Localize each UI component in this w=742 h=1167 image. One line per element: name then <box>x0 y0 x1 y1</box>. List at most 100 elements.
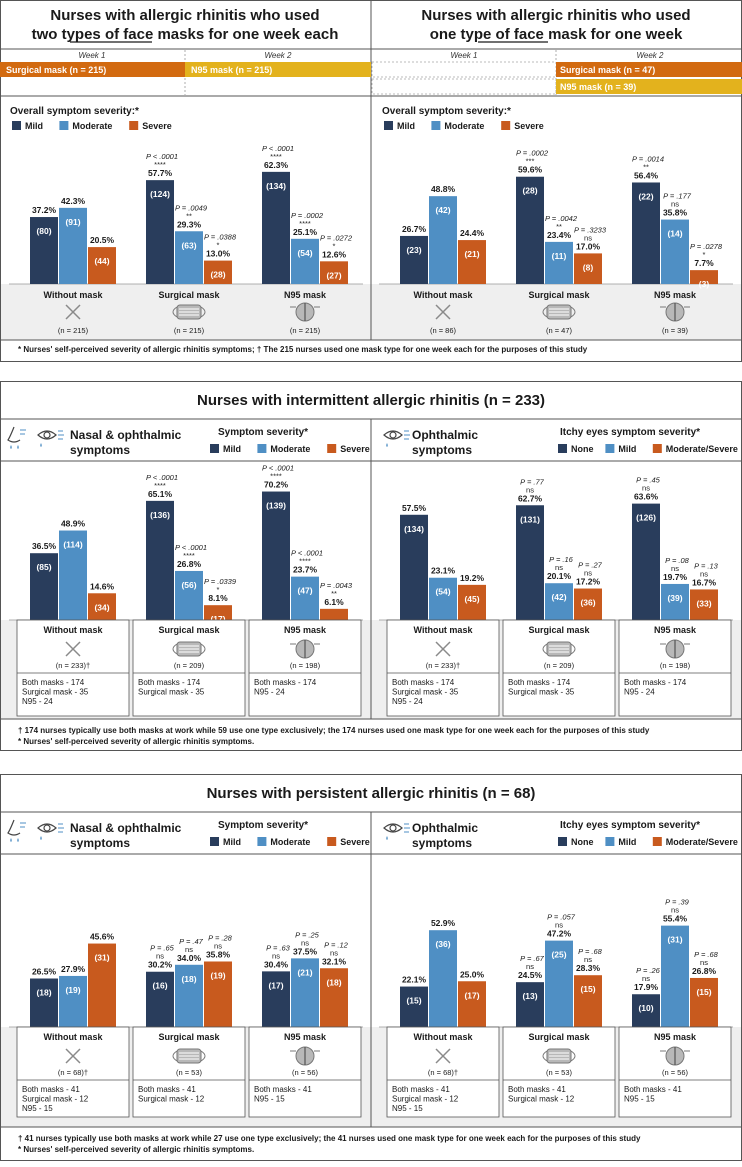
mask-strap <box>200 643 206 655</box>
n95-mask-icon <box>290 1046 320 1066</box>
nose-outline <box>7 819 21 836</box>
bar-count-label: (42) <box>435 205 450 215</box>
eye-icon <box>383 823 410 840</box>
category-n: (n = 86) <box>430 326 457 335</box>
p-value-label: P < .0001 <box>262 144 294 153</box>
sample-breakdown-note: Surgical mask - 35 <box>508 688 575 697</box>
significance-label: ns <box>214 941 222 950</box>
bar-moderate-severe <box>574 975 602 1027</box>
sample-breakdown-note: Both masks - 174 <box>22 678 85 687</box>
week1-label: Week 1 <box>451 51 478 60</box>
legend-label: Mild <box>397 121 415 131</box>
category-n: (n = 209) <box>544 661 575 670</box>
bar-severe <box>690 270 718 284</box>
legend-swatch-moderate <box>257 444 267 453</box>
p-value-label: P < .0001 <box>262 464 294 473</box>
bar-count-label: (54) <box>297 248 312 258</box>
section2-title: Nurses with intermittent allergic rhinit… <box>197 392 545 409</box>
week-bar-label: N95 mask (n = 39) <box>560 82 636 92</box>
bar-count-label: (139) <box>266 501 286 511</box>
bar-count-label: (63) <box>181 240 196 250</box>
sample-breakdown-note: Surgical mask - 35 <box>392 688 459 697</box>
eye-iris <box>389 431 397 439</box>
p-value-label: P = .0339 <box>204 577 237 586</box>
sample-breakdown-note: Surgical mask - 12 <box>22 1095 89 1104</box>
bar-value-label: 34.0% <box>177 953 202 963</box>
significance-label: ns <box>156 952 164 961</box>
significance-label: ** <box>643 162 649 171</box>
bar-value-label: 37.2% <box>32 205 57 215</box>
bar-value-label: 37.5% <box>293 946 318 956</box>
bar-value-label: 48.8% <box>431 184 456 194</box>
section3-right-heading: Ophthalmic <box>412 821 478 835</box>
eye-lines <box>404 430 410 440</box>
significance-label: ns <box>584 955 592 964</box>
bar-value-label: 30.2% <box>148 960 173 970</box>
p-value-label: P = .057 <box>547 913 576 922</box>
bar-value-label: 19.7% <box>663 572 688 582</box>
bar-none <box>516 505 544 620</box>
bar-value-label: 6.1% <box>324 597 344 607</box>
category-card <box>502 619 616 717</box>
category-card <box>386 1026 500 1118</box>
category-n: (n = 233)† <box>426 661 460 670</box>
bar-count-label: (10) <box>638 1003 653 1013</box>
p-value-label: P < .0001 <box>146 473 178 482</box>
bar-mild <box>146 180 174 284</box>
eye-outline <box>383 430 403 440</box>
bar-value-label: 23.7% <box>293 565 318 575</box>
significance-label: ns <box>642 974 650 983</box>
p-value-label: P = .13 <box>694 561 719 570</box>
significance-label: ns <box>555 921 563 930</box>
bar-severe <box>204 605 232 620</box>
sample-breakdown-note: Both masks - 174 <box>392 678 455 687</box>
category-n: (n = 56) <box>292 1068 319 1077</box>
no-mask-cross-line <box>435 641 451 657</box>
sample-breakdown-note: N95 - 15 <box>624 1095 655 1104</box>
category-label: Surgical mask <box>528 290 590 300</box>
section3-left-heading: symptoms <box>70 836 130 850</box>
legend-label: Moderate <box>270 444 310 454</box>
p-value-label: P = .77 <box>520 477 545 486</box>
bar-count-label: (124) <box>150 189 170 199</box>
surgical-mask-icon <box>542 304 576 320</box>
category-n: (n = 39) <box>662 326 689 335</box>
category-label: N95 mask <box>654 625 697 635</box>
category-label: Surgical mask <box>158 290 220 300</box>
bar-value-label: 24.5% <box>518 970 543 980</box>
bar-count-label: (28) <box>210 270 225 280</box>
significance-label: * <box>217 241 220 250</box>
mask-strap <box>200 306 206 318</box>
bar-value-label: 29.3% <box>177 219 202 229</box>
bar-count-label: (15) <box>696 987 711 997</box>
n95-mask-icon <box>290 639 320 659</box>
sample-breakdown-note: N95 - 15 <box>254 1095 285 1104</box>
category-n: (n = 215) <box>290 326 321 335</box>
sample-breakdown-note: N95 - 24 <box>624 688 655 697</box>
mask-strap <box>172 1050 178 1062</box>
sample-breakdown-note: N95 - 15 <box>22 1104 53 1113</box>
category-n: (n = 68)† <box>428 1068 458 1077</box>
bar-value-label: 70.2% <box>264 480 289 490</box>
n95-mask-icon <box>290 302 320 322</box>
significance-label: ns <box>301 938 309 947</box>
no-mask-cross-line <box>65 1048 81 1064</box>
significance-label: ns <box>272 951 280 960</box>
bar-count-label: (134) <box>404 524 424 534</box>
nose-drop <box>17 838 19 842</box>
sample-breakdown-note: Both masks - 174 <box>624 678 687 687</box>
section1-footnote: * Nurses' self-perceived severity of all… <box>18 345 588 354</box>
category-label: Without mask <box>44 625 104 635</box>
bar-count-label: (34) <box>94 602 109 612</box>
significance-label: ** <box>331 589 337 598</box>
eye-lines <box>58 823 64 833</box>
nose-drop <box>17 445 19 449</box>
bar-count-label: (126) <box>636 513 656 523</box>
bar-severe <box>88 247 116 284</box>
significance-label: ns <box>584 233 592 242</box>
legend-swatch-severe <box>327 444 337 453</box>
p-value-label: P = .12 <box>324 940 349 949</box>
legend-title: Symptom severity* <box>218 427 308 438</box>
mask-strap <box>570 306 576 318</box>
bar-value-label: 23.1% <box>431 566 456 576</box>
